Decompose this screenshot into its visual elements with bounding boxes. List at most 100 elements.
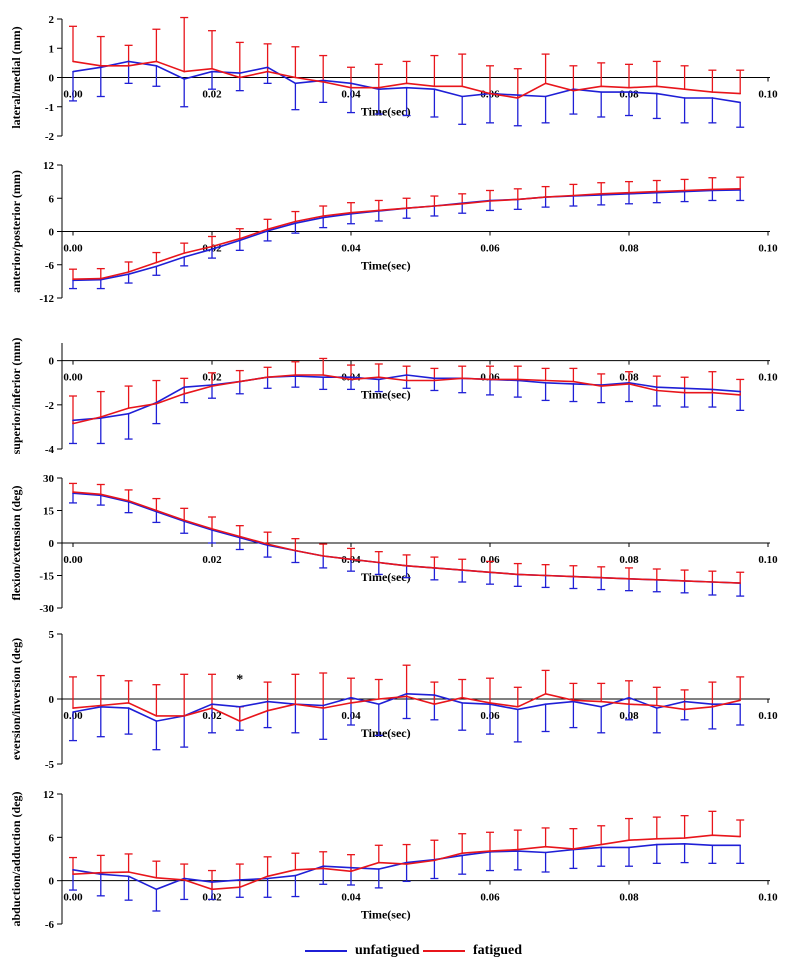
x-tick-label: 0.08 (619, 892, 639, 904)
data-point (72, 711, 74, 713)
data-point (100, 277, 102, 280)
y-tick-label: 1 (49, 43, 55, 55)
data-point (656, 85, 658, 88)
legend-swatch-unfatigued (305, 950, 347, 952)
data-point (266, 877, 269, 880)
data-point (711, 91, 714, 93)
data-point (405, 207, 408, 210)
data-point (322, 215, 325, 217)
y-tick-label: 6 (49, 832, 55, 844)
data-point (461, 702, 464, 704)
y-tick-label: -30 (39, 603, 54, 615)
y-axis-title: flexion/extension (deg) (9, 486, 23, 601)
data-point (489, 92, 491, 95)
data-point (628, 696, 630, 699)
error-bars-fatigued (69, 810, 745, 890)
data-point (72, 707, 74, 709)
chart-panel-3: -4-200.000.020.040.060.080.10Time(sec)su… (9, 338, 778, 456)
x-tick-label: 0.08 (619, 243, 639, 255)
x-tick-label: 0.00 (63, 554, 83, 566)
data-point (517, 94, 519, 96)
y-tick-label: -15 (39, 571, 54, 583)
data-point (294, 869, 297, 871)
data-point (544, 693, 547, 695)
x-tick-label: 0.10 (758, 554, 778, 566)
data-point (517, 97, 519, 99)
x-tick-label: 0.08 (619, 554, 639, 566)
data-point (544, 845, 547, 848)
data-point (266, 230, 269, 232)
data-point (683, 708, 686, 711)
data-point (100, 706, 102, 708)
data-point (739, 92, 741, 95)
x-axis-title: Time(sec) (361, 105, 411, 119)
data-point (600, 385, 602, 387)
data-points-fatigued (72, 693, 741, 722)
data-point (544, 703, 547, 705)
data-point (72, 873, 74, 875)
data-point (405, 863, 408, 865)
data-point (266, 228, 269, 231)
x-tick-label: 0.10 (758, 89, 778, 101)
data-points-fatigued (72, 374, 741, 425)
data-point (461, 85, 464, 88)
data-point (628, 86, 630, 89)
data-point (183, 252, 185, 254)
y-axis-title: anterior/posterior (mm) (9, 170, 23, 293)
data-point (350, 211, 352, 214)
data-point (656, 92, 658, 95)
error-bars-fatigued (69, 357, 745, 424)
x-tick-label: 0.10 (758, 710, 778, 722)
data-point (322, 216, 325, 219)
data-point (350, 86, 352, 89)
data-point (711, 703, 714, 705)
data-point (433, 694, 436, 696)
y-tick-label: -2 (45, 131, 55, 143)
data-point (127, 702, 130, 704)
data-point (100, 493, 102, 496)
data-point (239, 879, 241, 881)
chart-panel-2: -12-606120.000.020.040.060.080.10Time(se… (9, 160, 778, 305)
data-point (294, 703, 297, 705)
data-point (211, 703, 213, 705)
data-point (739, 390, 741, 393)
x-tick-label: 0.04 (341, 892, 361, 904)
data-point (739, 101, 741, 104)
data-point (572, 88, 575, 90)
data-point (155, 60, 158, 63)
data-point (628, 839, 630, 842)
data-point (100, 871, 102, 874)
x-tick-label: 0.06 (480, 554, 500, 566)
data-point (350, 378, 352, 381)
data-point (489, 378, 491, 381)
data-point (127, 412, 130, 415)
data-point (572, 575, 575, 578)
data-point (72, 869, 74, 871)
data-point (100, 416, 102, 418)
data-point (183, 78, 185, 80)
data-point (127, 60, 130, 63)
data-point (683, 580, 686, 582)
data-point (683, 843, 686, 845)
data-point (628, 191, 630, 194)
y-axis-title: abduction/adduction (deg) (9, 791, 23, 926)
data-point (294, 220, 297, 223)
data-point (127, 65, 130, 67)
data-point (572, 380, 575, 383)
data-point (711, 581, 714, 583)
y-tick-label: -5 (45, 759, 55, 771)
data-point (183, 70, 185, 73)
data-point (739, 703, 741, 705)
data-point (405, 82, 408, 85)
data-point (72, 60, 74, 63)
data-point (461, 852, 464, 855)
data-point (461, 202, 464, 205)
data-point (517, 850, 519, 852)
data-point (544, 196, 547, 198)
data-point (183, 386, 185, 388)
data-point (433, 703, 436, 705)
data-point (322, 707, 325, 709)
x-axis-title: Time(sec) (361, 908, 411, 922)
data-point (600, 700, 602, 703)
